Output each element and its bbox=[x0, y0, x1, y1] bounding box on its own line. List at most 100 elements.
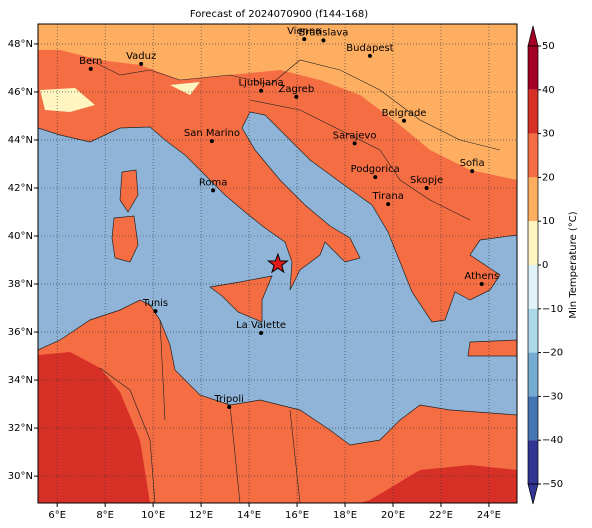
city-label: Podgorica bbox=[351, 164, 400, 175]
city-label: Zagreb bbox=[278, 84, 314, 95]
lat-tick-label: 36°N bbox=[8, 327, 33, 338]
city-label: Bern bbox=[79, 56, 102, 67]
city-label: Vaduz bbox=[126, 51, 156, 62]
cool-alps-region bbox=[40, 82, 200, 112]
colorbar-tick-label: 10 bbox=[542, 216, 555, 227]
city-dot bbox=[386, 202, 391, 207]
city-label: San Marino bbox=[184, 128, 240, 139]
city-dot bbox=[302, 37, 307, 42]
lon-tick-label: 20°E bbox=[381, 510, 405, 521]
colorbar-band bbox=[528, 352, 538, 397]
city-label: Ljubljana bbox=[238, 78, 283, 89]
graticule bbox=[38, 24, 517, 503]
city-dot bbox=[139, 61, 144, 66]
title: Forecast of 2024070900 (f144-168) bbox=[190, 9, 368, 20]
colorbar-tick-label: −50 bbox=[542, 479, 563, 490]
lon-tick-label: 18°E bbox=[333, 510, 357, 521]
sardinia bbox=[111, 215, 139, 263]
city-label: Tirana bbox=[372, 191, 404, 202]
colorbar-tick-label: 20 bbox=[542, 172, 555, 183]
po-valley-region bbox=[110, 98, 250, 125]
lon-tick-label: 22°E bbox=[429, 510, 453, 521]
city-dot bbox=[209, 139, 214, 144]
city-label: Athens bbox=[464, 271, 499, 282]
lon-tick-label: 10°E bbox=[141, 510, 165, 521]
lon-tick-label: 6°E bbox=[48, 510, 66, 521]
city-label: Tunis bbox=[142, 298, 168, 309]
city-dot bbox=[352, 141, 357, 146]
map-frame bbox=[37, 23, 518, 504]
lat-tick-label: 30°N bbox=[8, 471, 33, 482]
colorbar-extend bbox=[527, 25, 539, 47]
lon-tick-label: 8°E bbox=[96, 510, 114, 521]
city-label: Tripoli bbox=[213, 394, 244, 405]
city-dot bbox=[294, 94, 299, 99]
lon-tick-label: 16°E bbox=[285, 510, 309, 521]
city-dot bbox=[211, 188, 216, 193]
city-dot bbox=[259, 331, 264, 336]
border bbox=[99, 319, 301, 503]
city-dot bbox=[321, 38, 326, 43]
hot-desert-region bbox=[38, 352, 150, 503]
city-label: Roma bbox=[199, 177, 228, 188]
lat-tick-label: 42°N bbox=[8, 183, 33, 194]
city-label: Vienna bbox=[287, 26, 321, 37]
colorbar-tick-label: 0 bbox=[542, 260, 548, 271]
colorbar-extend bbox=[527, 483, 539, 505]
lon-tick-label: 12°E bbox=[189, 510, 213, 521]
axes: 6°E 8°E 10°E 12°E 14°E 16°E 18°E 20°E 22°E 24°E 30… bbox=[8, 39, 501, 521]
colorbar-band bbox=[528, 440, 538, 484]
city-dot bbox=[402, 118, 407, 123]
hot-desert-region bbox=[360, 465, 517, 503]
colorbar-band bbox=[528, 308, 538, 353]
colorbar-tick-label: −20 bbox=[542, 348, 563, 359]
city-label: Skopje bbox=[410, 175, 443, 186]
lat-tick-label: 48°N bbox=[8, 39, 33, 50]
colorbar-label: Min Temperature (°C) bbox=[568, 211, 579, 318]
city-label: Sarajevo bbox=[333, 130, 377, 141]
city-dot bbox=[367, 53, 372, 58]
city-dot bbox=[88, 66, 93, 71]
colorbar-band bbox=[528, 46, 538, 90]
city-label: La Valette bbox=[236, 320, 286, 331]
city-dot bbox=[227, 404, 232, 409]
lat-tick-label: 44°N bbox=[8, 135, 33, 146]
colorbar: 50 40 30 20 10 0 −10 −20 −30 −40 −50 bbox=[527, 25, 563, 505]
colorbar-band bbox=[528, 133, 538, 178]
border bbox=[89, 59, 501, 221]
colorbar-band bbox=[528, 396, 538, 441]
sicily bbox=[209, 275, 273, 323]
colorbar-band bbox=[528, 89, 538, 134]
colorbar-tick-label: 30 bbox=[542, 129, 555, 140]
city-dot bbox=[153, 309, 158, 314]
colorbar-tick-label: −10 bbox=[542, 304, 563, 315]
city-dot bbox=[373, 175, 378, 180]
lat-tick-label: 34°N bbox=[8, 375, 33, 386]
colorbar-tick-label: −40 bbox=[542, 435, 563, 446]
city-dot bbox=[424, 185, 429, 190]
colorbar-band bbox=[528, 265, 538, 309]
lat-tick-label: 38°N bbox=[8, 279, 33, 290]
forecast-marker bbox=[266, 252, 289, 274]
colorbar-band bbox=[528, 221, 538, 265]
colorbar-tick-label: 50 bbox=[542, 41, 555, 52]
city-label: Bratislava bbox=[298, 27, 348, 38]
city-label: Belgrade bbox=[382, 108, 427, 119]
warm-north-region bbox=[38, 24, 517, 180]
lat-tick-label: 46°N bbox=[8, 87, 33, 98]
sea bbox=[38, 111, 517, 446]
city-dot bbox=[479, 282, 484, 287]
lon-tick-label: 24°E bbox=[477, 510, 501, 521]
city-label: Budapest bbox=[346, 43, 393, 54]
colorbar-tick-label: −30 bbox=[542, 391, 563, 402]
city-dot bbox=[470, 169, 475, 174]
lat-tick-label: 32°N bbox=[8, 423, 33, 434]
city-label: Sofia bbox=[460, 158, 485, 169]
colorbar-band bbox=[528, 177, 538, 222]
city-dot bbox=[259, 88, 264, 93]
lon-tick-label: 14°E bbox=[237, 510, 261, 521]
corsica bbox=[119, 169, 139, 213]
